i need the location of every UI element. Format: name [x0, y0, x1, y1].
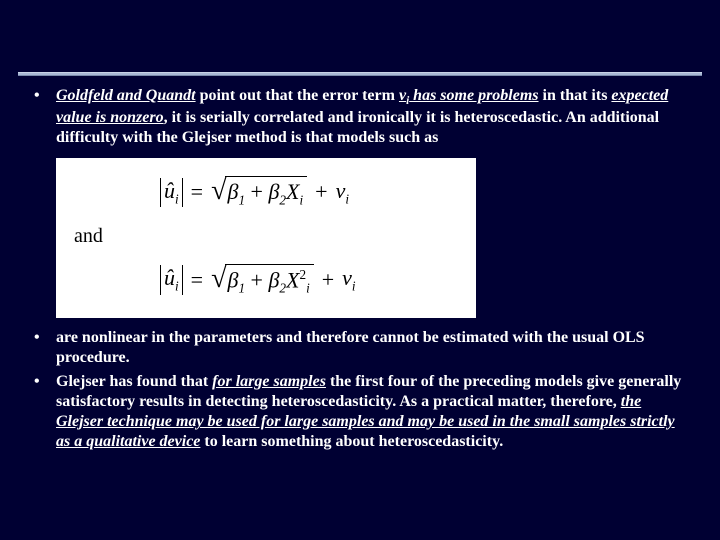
abs-uhat: ûi: [160, 265, 183, 294]
text: in that its: [539, 87, 612, 104]
text: to learn something about heteroscedastic…: [200, 433, 503, 450]
equation-2: ûi = √ β1 + β2X2i + vi: [70, 264, 462, 297]
text: Glejser has found that: [56, 373, 212, 390]
text: point out that the error term: [196, 87, 399, 104]
and-label: and: [74, 225, 462, 248]
bullet-1: Goldfeld and Quandt point out that the e…: [30, 86, 690, 148]
emphasis-large-samples: for large samples: [212, 373, 326, 390]
sqrt-expr: √ β1 + β2Xi: [211, 176, 307, 208]
bullet-3: Glejser has found that for large samples…: [30, 372, 690, 452]
equation-1: ûi = √ β1 + β2Xi + vi: [70, 176, 462, 208]
error-term: vi: [336, 178, 349, 207]
equals-sign: =: [191, 179, 203, 205]
emphasis-goldfeld-quandt: Goldfeld and Quandt: [56, 87, 196, 104]
emphasis-error-term: vi has some problems: [399, 87, 539, 104]
radical-icon: √: [211, 265, 226, 298]
plus-sign: +: [322, 267, 334, 293]
text: are nonlinear in the parameters and ther…: [56, 329, 645, 366]
bullet-list: Goldfeld and Quandt point out that the e…: [30, 86, 690, 148]
error-term: vi: [342, 265, 355, 294]
plus-sign: +: [315, 179, 327, 205]
sqrt-body: β1 + β2X2i: [225, 264, 313, 297]
slide-content: Goldfeld and Quandt point out that the e…: [0, 76, 720, 452]
bullet-2: are nonlinear in the parameters and ther…: [30, 328, 690, 368]
equation-block: ûi = √ β1 + β2Xi + vi and ûi = √ β1 + β2…: [56, 158, 476, 318]
sqrt-body: β1 + β2Xi: [225, 176, 307, 208]
radical-icon: √: [211, 177, 226, 209]
equals-sign: =: [191, 267, 203, 293]
abs-uhat: ûi: [160, 178, 183, 207]
sqrt-expr: √ β1 + β2X2i: [211, 264, 314, 297]
bullet-list-2: are nonlinear in the parameters and ther…: [30, 328, 690, 452]
